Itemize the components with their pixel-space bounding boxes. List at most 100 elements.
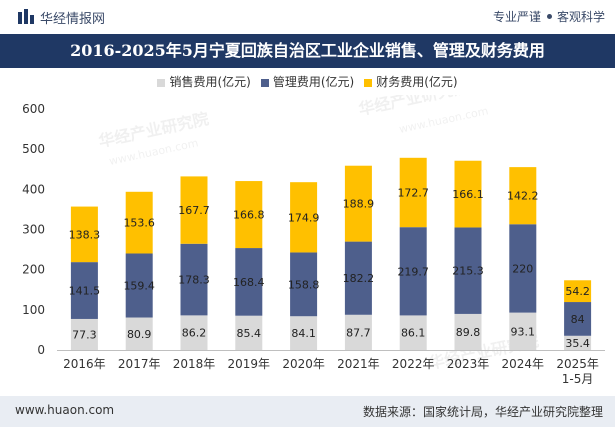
bar-segment bbox=[180, 315, 208, 350]
data-label: 86.2 bbox=[182, 327, 207, 340]
bar-segment bbox=[399, 315, 427, 350]
data-label: 168.4 bbox=[233, 276, 265, 289]
bar-segment bbox=[180, 243, 208, 316]
legend-item: 销售费用(亿元) bbox=[157, 73, 251, 90]
data-label: 215.3 bbox=[452, 265, 484, 278]
data-label: 182.2 bbox=[343, 272, 375, 285]
x-tick-label: 2024年 bbox=[502, 357, 545, 371]
bar-segment bbox=[180, 176, 208, 244]
x-tick-label: 2018年 bbox=[173, 357, 216, 371]
footer-url: www.huaon.com bbox=[15, 403, 115, 417]
x-tick-label: 2025年 1-5月 bbox=[556, 357, 599, 386]
bar-segment bbox=[509, 224, 537, 313]
legend-swatch bbox=[364, 78, 373, 87]
bar-segment bbox=[344, 241, 372, 315]
data-label: 166.1 bbox=[452, 188, 484, 201]
y-tick-label: 200 bbox=[22, 263, 45, 277]
data-label: 178.3 bbox=[178, 274, 210, 287]
data-label: 188.9 bbox=[343, 198, 375, 211]
separator-dot-icon bbox=[546, 14, 552, 19]
data-label: 158.8 bbox=[288, 278, 320, 291]
bar-segment bbox=[290, 316, 318, 350]
bar-segment bbox=[70, 262, 98, 319]
data-label: 142.2 bbox=[507, 190, 539, 203]
slogan-left: 专业严谨 bbox=[492, 10, 541, 24]
data-label: 138.3 bbox=[69, 228, 101, 241]
x-tick-label: 2021年 bbox=[337, 357, 380, 371]
data-label: 153.6 bbox=[123, 217, 155, 230]
data-label: 35.4 bbox=[565, 337, 590, 350]
data-label: 85.4 bbox=[237, 327, 262, 340]
bar-segment bbox=[564, 302, 592, 336]
bar-segment bbox=[125, 191, 153, 254]
bar-segment bbox=[344, 314, 372, 350]
x-tick-label: 2022年 bbox=[392, 357, 435, 371]
bar-segment bbox=[125, 317, 153, 350]
bar-segment bbox=[564, 335, 592, 350]
bar-segment bbox=[125, 253, 153, 318]
data-label: 84 bbox=[571, 313, 585, 326]
data-label: 84.1 bbox=[291, 327, 316, 340]
footer: www.huaon.com 数据来源：国家统计局，华经产业研究院整理 bbox=[0, 396, 615, 427]
bar-segment bbox=[399, 157, 427, 228]
bar-segment bbox=[290, 252, 318, 317]
bar-segment bbox=[235, 315, 263, 350]
data-label: 80.9 bbox=[127, 328, 152, 341]
bar-segment bbox=[290, 182, 318, 253]
y-tick-label: 300 bbox=[22, 223, 45, 237]
watermark-url: www.huaon.com bbox=[398, 104, 490, 136]
data-label: 87.7 bbox=[346, 326, 371, 339]
bar-segment bbox=[235, 181, 263, 249]
bar-segment bbox=[509, 312, 537, 350]
slogan: 专业严谨 客观科学 bbox=[493, 8, 605, 25]
chart-title: 2016-2025年5月宁夏回族自治区工业企业销售、管理及财务费用 bbox=[70, 41, 545, 60]
x-tick-label: 2023年 bbox=[447, 357, 490, 371]
legend-label: 财务费用(亿元) bbox=[376, 75, 458, 89]
data-label: 89.8 bbox=[456, 326, 481, 339]
data-label: 220 bbox=[512, 262, 533, 275]
bar-segment bbox=[454, 313, 482, 350]
top-bar: 华经情报网 专业严谨 客观科学 bbox=[0, 0, 615, 34]
bar-segment bbox=[70, 318, 98, 350]
title-bar: 2016-2025年5月宁夏回族自治区工业企业销售、管理及财务费用 bbox=[0, 34, 615, 68]
x-tick-label: 2016年 bbox=[63, 357, 106, 371]
data-label: 166.8 bbox=[233, 209, 265, 222]
legend-swatch bbox=[260, 78, 269, 87]
x-tick-label: 2020年 bbox=[282, 357, 325, 371]
stacked-bar-chart: 华经产业研究院华经产业研究院华经产业研究院www.huaon.comwww.hu… bbox=[22, 95, 605, 386]
y-tick-label: 500 bbox=[22, 142, 45, 156]
bar-segment bbox=[454, 227, 482, 314]
data-label: 141.5 bbox=[69, 285, 101, 298]
bar-segment bbox=[235, 248, 263, 316]
data-label: 219.7 bbox=[397, 265, 429, 278]
legend-label: 销售费用(亿元) bbox=[169, 75, 251, 89]
data-label: 159.4 bbox=[123, 279, 155, 292]
legend-item: 管理费用(亿元) bbox=[260, 73, 355, 90]
legend-label: 管理费用(亿元) bbox=[272, 75, 355, 89]
bar-segment bbox=[509, 167, 537, 225]
slogan-right: 客观科学 bbox=[556, 10, 605, 24]
bar-segment bbox=[454, 160, 482, 228]
bar-segment bbox=[344, 165, 372, 242]
chart-legend: 销售费用(亿元) 管理费用(亿元) 财务费用(亿元) bbox=[0, 73, 615, 93]
y-tick-label: 600 bbox=[22, 102, 45, 116]
data-label: 93.1 bbox=[511, 325, 536, 338]
data-label: 172.7 bbox=[397, 186, 429, 199]
data-label: 167.7 bbox=[178, 204, 210, 217]
bar-segment bbox=[70, 206, 98, 263]
bar-chart-logo-icon bbox=[18, 9, 34, 24]
x-tick-label: 2017年 bbox=[118, 357, 161, 371]
data-label: 86.1 bbox=[401, 327, 426, 340]
bar-segment bbox=[564, 280, 592, 303]
data-source-note: 数据来源：国家统计局，华经产业研究院整理 bbox=[362, 405, 603, 419]
y-tick-label: 400 bbox=[22, 182, 45, 196]
data-label: 77.3 bbox=[72, 328, 97, 341]
x-tick-label: 2019年 bbox=[228, 357, 271, 371]
legend-swatch bbox=[157, 78, 166, 87]
y-tick-label: 0 bbox=[37, 343, 45, 357]
data-label: 174.9 bbox=[288, 211, 320, 224]
y-tick-label: 100 bbox=[22, 303, 45, 317]
data-label: 54.2 bbox=[565, 285, 590, 298]
brand-name: 华经情报网 bbox=[40, 12, 106, 27]
bar-segment bbox=[399, 227, 427, 316]
